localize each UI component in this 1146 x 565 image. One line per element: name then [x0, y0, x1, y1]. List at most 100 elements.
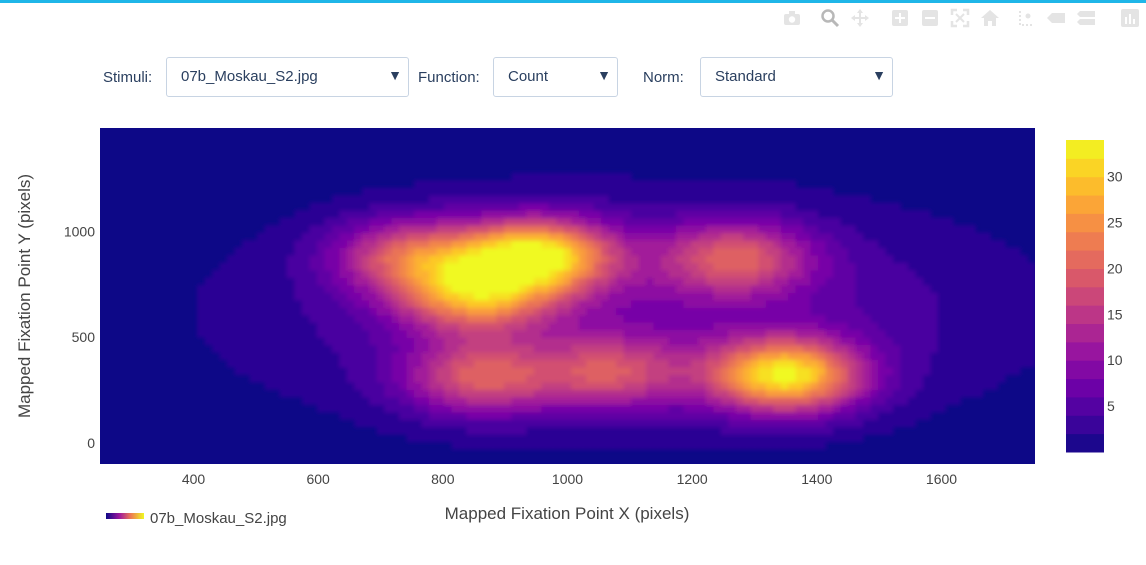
contour-cell — [750, 337, 759, 346]
contour-cell — [698, 426, 707, 435]
contour-cell — [316, 322, 325, 331]
contour-cell — [668, 217, 677, 226]
contour-cell — [391, 352, 400, 361]
contour-cell — [646, 225, 655, 234]
contour-cell — [720, 381, 729, 390]
norm-dropdown[interactable]: Standard ▼ — [700, 57, 893, 97]
contour-cell — [481, 389, 490, 398]
contour-cell — [840, 396, 849, 405]
plotly-logo-icon[interactable] — [1120, 8, 1140, 28]
spike-lines-icon[interactable] — [1016, 8, 1036, 28]
contour-cell — [474, 299, 483, 308]
pan-icon[interactable] — [850, 8, 870, 28]
contour-cell — [466, 411, 475, 420]
contour-cell — [264, 232, 273, 241]
zoom-icon[interactable] — [820, 8, 840, 28]
contour-cell — [623, 314, 632, 323]
contour-cell — [780, 254, 789, 263]
contour-cell — [593, 434, 602, 443]
contour-cell — [720, 344, 729, 353]
contour-cell — [720, 247, 729, 256]
reset-axes-icon[interactable] — [980, 8, 1000, 28]
autoscale-icon[interactable] — [950, 8, 970, 28]
zoom-in-icon[interactable] — [890, 8, 910, 28]
contour-cell — [825, 314, 834, 323]
contour-cell — [354, 247, 363, 256]
contour-cell — [346, 411, 355, 420]
contour-cell — [331, 329, 340, 338]
contour-cell — [788, 352, 797, 361]
contour-cell — [885, 292, 894, 301]
contour-cell — [331, 262, 340, 271]
contour-cell — [930, 262, 939, 271]
contour-cell — [361, 284, 370, 293]
contour-cell — [496, 217, 505, 226]
contour-cell — [511, 374, 520, 383]
contour-cell — [331, 217, 340, 226]
contour-cell — [391, 217, 400, 226]
contour-cell — [653, 247, 662, 256]
colorbar-band — [1066, 360, 1104, 380]
contour-cell — [384, 307, 393, 316]
contour-cell — [511, 389, 520, 398]
stimuli-dropdown[interactable]: 07b_Moskau_S2.jpg ▼ — [166, 57, 409, 97]
contour-cell — [526, 247, 535, 256]
contour-cell — [264, 381, 273, 390]
contour-cell — [840, 240, 849, 249]
contour-cell — [294, 232, 303, 241]
contour-cell — [376, 396, 385, 405]
contour-cell — [713, 366, 722, 375]
contour-cell — [444, 210, 453, 219]
contour-cell — [833, 374, 842, 383]
contour-cell — [765, 389, 774, 398]
contour-cell — [713, 292, 722, 301]
contour-cell — [526, 344, 535, 353]
contour-cell — [862, 396, 872, 405]
contour-cell — [705, 217, 714, 226]
camera-icon[interactable] — [782, 8, 802, 28]
contour-cell — [541, 210, 550, 219]
contour-cell — [309, 344, 318, 353]
contour-cell — [421, 187, 430, 196]
contour-cell — [720, 337, 729, 346]
contour-cell — [937, 366, 946, 375]
contour-cell — [279, 299, 288, 308]
zoom-out-icon[interactable] — [920, 8, 940, 28]
contour-cell — [518, 299, 527, 308]
contour-cell — [496, 366, 505, 375]
contour-cell — [773, 366, 782, 375]
contour-cell — [503, 396, 512, 405]
contour-cell — [990, 254, 999, 263]
colorbar-band — [1066, 305, 1104, 325]
contour-cell — [481, 337, 490, 346]
contour-cell — [638, 284, 647, 293]
contour-cell — [399, 337, 408, 346]
contour-cell — [324, 299, 333, 308]
function-dropdown[interactable]: Count ▼ — [493, 57, 618, 97]
contour-cell — [810, 344, 819, 353]
contour-cell — [586, 322, 595, 331]
contour-cell — [459, 441, 468, 450]
contour-cell — [653, 262, 662, 271]
contour-cell — [960, 307, 969, 316]
hover-closest-icon[interactable] — [1046, 8, 1066, 28]
contour-cell — [848, 359, 857, 368]
contour-cell — [287, 366, 296, 375]
contour-cell — [608, 292, 617, 301]
contour-cell — [765, 292, 774, 301]
legend[interactable]: 07b_Moskau_S2.jpg — [106, 510, 287, 527]
contour-cell — [451, 240, 460, 249]
contour-cell — [900, 419, 909, 428]
contour-cell — [773, 344, 782, 353]
contour-cell — [788, 404, 797, 413]
contour-cell — [384, 269, 393, 278]
contour-cell — [765, 217, 774, 226]
contour-cell — [369, 352, 378, 361]
contour-cell — [563, 217, 572, 226]
contour-cell — [661, 396, 670, 405]
contour-cell — [855, 411, 864, 420]
hover-compare-icon[interactable] — [1076, 8, 1096, 28]
contour-cell — [242, 322, 251, 331]
contour-cell — [608, 217, 617, 226]
contour-cell — [571, 172, 580, 181]
